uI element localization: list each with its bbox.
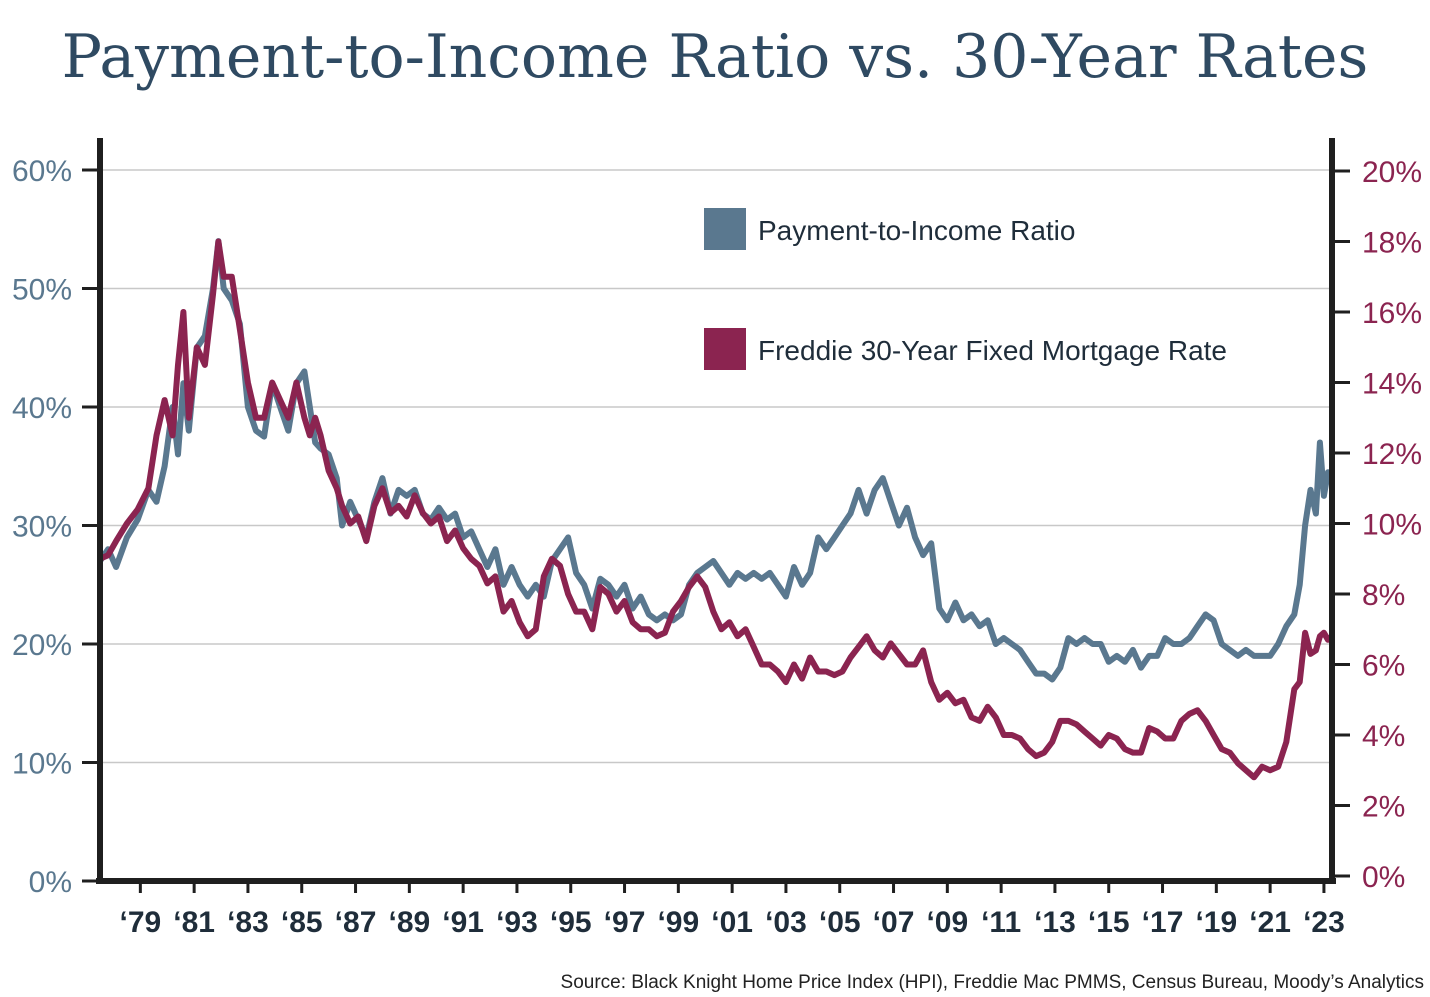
- x-tick-label: ‘19: [1195, 906, 1237, 939]
- chart-title: Payment-to-Income Ratio vs. 30-Year Rate…: [61, 22, 1369, 92]
- legend-label-pti: Payment-to-Income Ratio: [758, 215, 1075, 246]
- y-right-tick-label: 6%: [1362, 650, 1405, 683]
- x-tick-label: ‘09: [926, 906, 968, 939]
- x-tick-label: ‘91: [442, 906, 484, 939]
- x-tick-label: ‘13: [1034, 906, 1076, 939]
- y-left-tick-label: 0%: [29, 866, 72, 899]
- y-left-tick-label: 50%: [12, 274, 72, 307]
- y-axis-right-ticks: 0% 2% 4% 6% 8% 10% 12% 14% 16% 18% 20%: [1332, 156, 1422, 894]
- x-tick-label: ‘01: [711, 906, 753, 939]
- x-tick-label: ‘95: [550, 906, 592, 939]
- x-tick-label: ‘83: [227, 906, 269, 939]
- x-tick-label: ‘17: [1142, 906, 1184, 939]
- y-axis-left-ticks: 0% 10% 20% 30% 40% 50% 60%: [12, 155, 100, 899]
- x-axis-ticks: ‘79 ‘81 ‘83 ‘85 ‘87 ‘89 ‘91 ‘93 ‘95 ‘97 ‘99 ‘01 ‘03 ‘…: [119, 881, 1345, 939]
- y-right-tick-label: 10%: [1362, 509, 1422, 542]
- x-tick-label: ‘21: [1249, 906, 1291, 939]
- y-right-tick-label: 18%: [1362, 227, 1422, 260]
- x-tick-label: ‘93: [496, 906, 538, 939]
- y-right-tick-label: 8%: [1362, 579, 1405, 612]
- y-left-tick-label: 10%: [12, 748, 72, 781]
- x-tick-label: ‘07: [873, 906, 915, 939]
- x-tick-label: ‘15: [1088, 906, 1130, 939]
- legend: Payment-to-Income Ratio Freddie 30-Year …: [704, 208, 1227, 370]
- x-tick-label: ‘99: [657, 906, 699, 939]
- y-right-tick-label: 2%: [1362, 791, 1405, 824]
- y-right-tick-label: 16%: [1362, 297, 1422, 330]
- y-right-tick-label: 12%: [1362, 438, 1422, 471]
- y-right-tick-label: 20%: [1362, 156, 1422, 189]
- legend-label-rate: Freddie 30-Year Fixed Mortgage Rate: [758, 335, 1227, 366]
- x-tick-label: ‘03: [765, 906, 807, 939]
- y-right-tick-label: 0%: [1362, 861, 1405, 894]
- y-left-tick-label: 40%: [12, 392, 72, 425]
- legend-swatch-rate: [704, 328, 746, 370]
- legend-swatch-pti: [704, 208, 746, 250]
- x-tick-label: ‘85: [281, 906, 323, 939]
- x-tick-label: ‘23: [1303, 906, 1345, 939]
- x-tick-label: ‘05: [819, 906, 861, 939]
- source-note: Source: Black Knight Home Price Index (H…: [560, 972, 1424, 993]
- x-tick-label: ‘89: [388, 906, 430, 939]
- y-right-tick-label: 4%: [1362, 720, 1405, 753]
- y-right-tick-label: 14%: [1362, 368, 1422, 401]
- gridlines: [100, 169, 1332, 764]
- x-tick-label: ‘81: [173, 906, 215, 939]
- y-left-tick-label: 30%: [12, 511, 72, 544]
- x-tick-label: ‘11: [981, 906, 1021, 939]
- series-lines: [97, 238, 1335, 781]
- x-tick-label: ‘79: [119, 906, 161, 939]
- series-line-payment-to-income: [97, 238, 1335, 683]
- y-left-tick-label: 60%: [12, 155, 72, 188]
- y-left-tick-label: 20%: [12, 629, 72, 662]
- x-tick-label: ‘97: [604, 906, 646, 939]
- series-line-mortgage-rate: [97, 238, 1335, 781]
- x-tick-label: ‘87: [335, 906, 377, 939]
